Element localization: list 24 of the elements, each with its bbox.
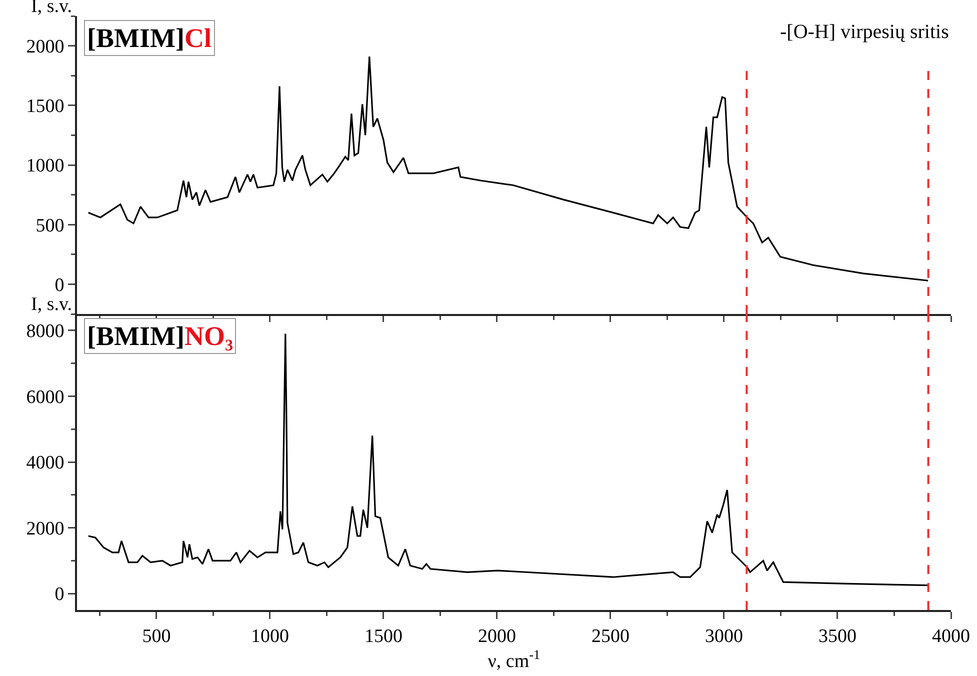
annotation: -[O-H] virpesių sritis: [780, 21, 950, 43]
x-tick-label: 3000: [704, 626, 743, 647]
x-tick-label: 2000: [478, 626, 516, 647]
y-tick-label: 2000: [26, 518, 64, 540]
x-tick-label: 1000: [250, 626, 289, 647]
line-series: [88, 56, 929, 282]
y-tick-label: 2000: [26, 36, 64, 58]
x-tick-label: 1500: [364, 626, 402, 647]
y-tick-label: 0: [54, 584, 64, 606]
y-tick-label: 500: [36, 215, 64, 236]
x-tick-label: 4000: [932, 626, 970, 647]
y-tick-label: 1000: [26, 156, 64, 177]
chart-title: [BMIM]Cl: [87, 23, 212, 53]
x-tick-label: 500: [142, 626, 171, 647]
y-tick-label: 6000: [26, 386, 64, 408]
y-tick-label: 8000: [26, 321, 64, 342]
y-axis-title: I, s.v.: [31, 294, 72, 315]
x-axis-title: ν, cm$^{-1}$: [488, 646, 540, 672]
x-tick-label: 2500: [591, 626, 630, 647]
chart-title: [BMIM]NO₃: [87, 321, 234, 351]
x-tick-label: 3500: [818, 626, 856, 647]
y-tick-label: 1500: [26, 96, 64, 118]
y-tick-label: 4000: [26, 452, 64, 474]
y-tick-label: 0: [54, 274, 64, 296]
